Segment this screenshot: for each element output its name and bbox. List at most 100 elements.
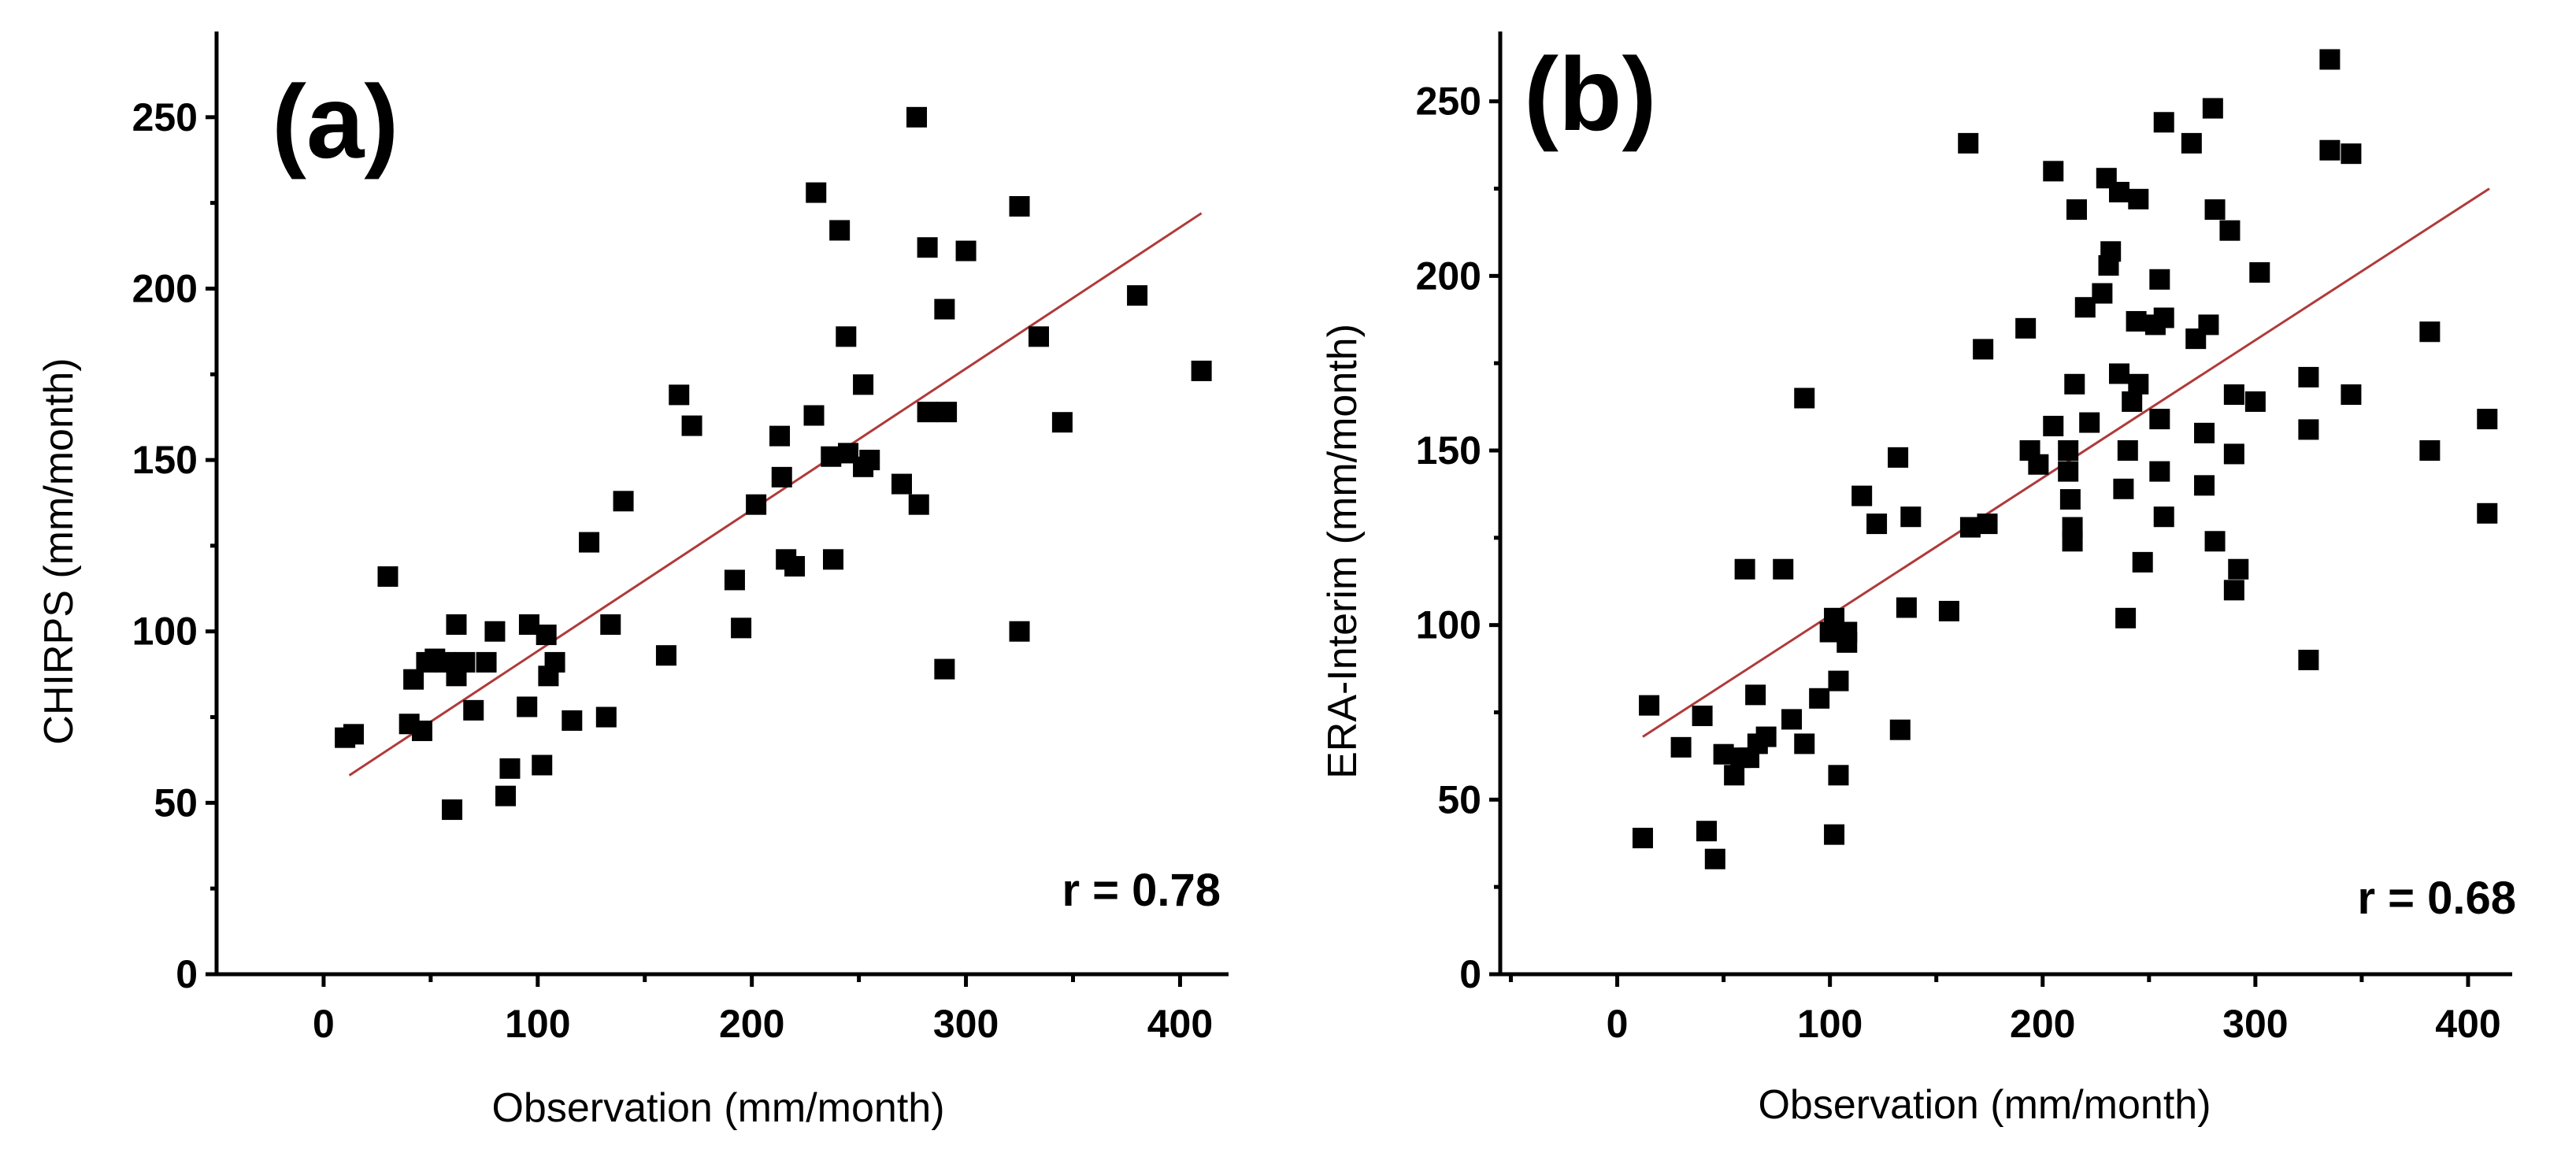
panel-b-y-tick-label: 250	[1416, 80, 1481, 124]
panel-b-data-point	[1938, 600, 1959, 621]
panel-b-data-point	[2117, 440, 2138, 461]
panel-a-data-point	[1009, 195, 1030, 217]
panel-b-x-tick-label: 200	[2010, 1002, 2075, 1046]
panel-b-data-point	[1896, 597, 1917, 618]
panel-a-data-point	[934, 658, 955, 680]
panel-a-data-point	[731, 617, 752, 639]
panel-b-data-point	[1889, 719, 1911, 740]
panel-b-data-point	[2341, 143, 2362, 165]
panel-a-data-point	[853, 374, 874, 395]
panel-b-data-point	[2059, 489, 2081, 510]
panel-a-data-point	[803, 405, 825, 426]
panel-b-data-point	[2043, 161, 2064, 182]
panel-b-data-point	[2198, 314, 2219, 336]
panel-b-data-point	[1888, 447, 1909, 468]
panel-b-data-point	[1755, 726, 1777, 747]
panel-a-data-point	[544, 651, 565, 673]
panel-b-data-point	[2341, 384, 2362, 406]
panel-a-regression-line	[348, 212, 1203, 777]
panel-b-y-tick-label: 150	[1416, 428, 1481, 473]
panel-a-data-point	[836, 326, 857, 347]
panel-a-data-point	[806, 182, 827, 203]
panel-b-x-tick-label: 0	[1607, 1002, 1629, 1046]
panel-b-y-axis-label: ERA-Interim (mm/month)	[1320, 324, 1366, 779]
panel-a-data-point	[1127, 285, 1148, 306]
panel-b-data-point	[1958, 132, 1979, 154]
panel-b-data-point	[2249, 261, 2270, 283]
panel-a-data-point	[955, 240, 977, 261]
panel-b-marks: 0 50 100 150 200 250 0 100 200 300 400	[1416, 32, 2512, 1046]
panel-b-data-point	[2066, 199, 2087, 221]
panel-b-data-point	[1824, 824, 1845, 845]
panel-a-data-point	[1029, 326, 1049, 347]
panel-a-data-point	[484, 621, 506, 642]
panel-b-x-tick-label: 400	[2435, 1002, 2500, 1046]
panel-a-data-point	[724, 569, 745, 591]
panel-a-data-point	[784, 556, 806, 577]
panel-b-data-point	[2153, 112, 2174, 133]
panel-b-data-point	[2109, 363, 2129, 384]
panel-b-data-point	[1828, 670, 1849, 691]
panel-a-data-point	[769, 425, 791, 447]
panel-a-data-point	[821, 446, 842, 467]
panel-a-data-point	[536, 625, 557, 646]
panel-b-data-point	[2223, 443, 2244, 465]
panel-b-data-point	[2062, 517, 2083, 538]
panel-b-data-point	[2058, 440, 2079, 461]
panel-b-x-tick-label: 100	[1797, 1002, 1863, 1046]
panel-a-y-tick-label: 50	[154, 780, 198, 825]
panel-b-data-point	[1973, 339, 1994, 360]
panel-b-y-tick-label: 100	[1416, 603, 1481, 647]
panel-a-data-point	[908, 494, 929, 515]
panel-a-x-tick-label: 200	[719, 1002, 784, 1046]
panel-b-data-point	[1837, 621, 1858, 643]
panel-b-data-point	[1851, 485, 1873, 506]
panel-b-data-point	[2219, 220, 2241, 241]
panel-a-data-point	[463, 699, 484, 721]
panel-b-data-point	[2228, 558, 2249, 580]
panel-a-data-point	[600, 614, 621, 636]
panel-a-data-point	[446, 614, 467, 636]
panel-b-data-point	[2149, 461, 2170, 482]
panel-a-data-point	[377, 566, 398, 588]
panel-a-y-tick-label: 250	[132, 95, 198, 139]
panel-b-data-point	[2115, 607, 2137, 628]
panel-a-data-point	[499, 758, 521, 779]
panel-a-data-point	[906, 106, 928, 128]
panel-b-data-point	[2100, 241, 2122, 262]
panel-a-data-point	[681, 415, 702, 436]
panel-a-x-tick-label: 400	[1147, 1002, 1213, 1046]
panel-a-data-point	[823, 549, 843, 570]
panel-a-data-point	[343, 724, 364, 745]
panel-a-data-point	[442, 799, 463, 821]
panel-b-data-point	[2194, 422, 2215, 443]
panel-b-data-point	[1828, 765, 1849, 786]
panel-a-y-tick-label: 150	[132, 438, 198, 482]
panel-b-data-point	[1781, 709, 1803, 730]
panel-b-x-axis-label: Observation (mm/month)	[1758, 1082, 2211, 1128]
panel-a-data-point	[412, 720, 432, 741]
panel-b-data-point	[2204, 199, 2226, 221]
panel-a-x-axis-label: Observation (mm/month)	[491, 1085, 944, 1131]
panel-a-data-point	[771, 466, 792, 488]
panel-b-data-point	[1809, 688, 1830, 709]
panel-b-data-point	[1977, 513, 1998, 535]
panel-b-data-point	[1794, 387, 1815, 409]
panel-b-data-point	[2058, 461, 2079, 482]
panel-a-data-point	[454, 651, 476, 673]
panel-b-data-point	[2043, 415, 2064, 436]
panel-b-data-point	[2028, 454, 2049, 475]
panel-b-y-tick-label: 200	[1416, 254, 1481, 298]
panel-a-correlation: r = 0.78	[1062, 865, 1221, 916]
panel-b-y-tick-label: 50	[1437, 777, 1481, 821]
panel-b-data-point	[1734, 558, 1755, 580]
panel-a-data-point	[579, 532, 600, 553]
panel-b-data-point	[1632, 828, 1653, 849]
panel-b-data-point	[1794, 733, 1815, 754]
panel-b-data-point	[2092, 283, 2113, 304]
panel-b-data-point	[1670, 736, 1692, 758]
panel-a-data-point	[517, 696, 538, 717]
panel-b-x-tick-label: 300	[2222, 1002, 2288, 1046]
panel-b-data-point	[2132, 551, 2153, 573]
